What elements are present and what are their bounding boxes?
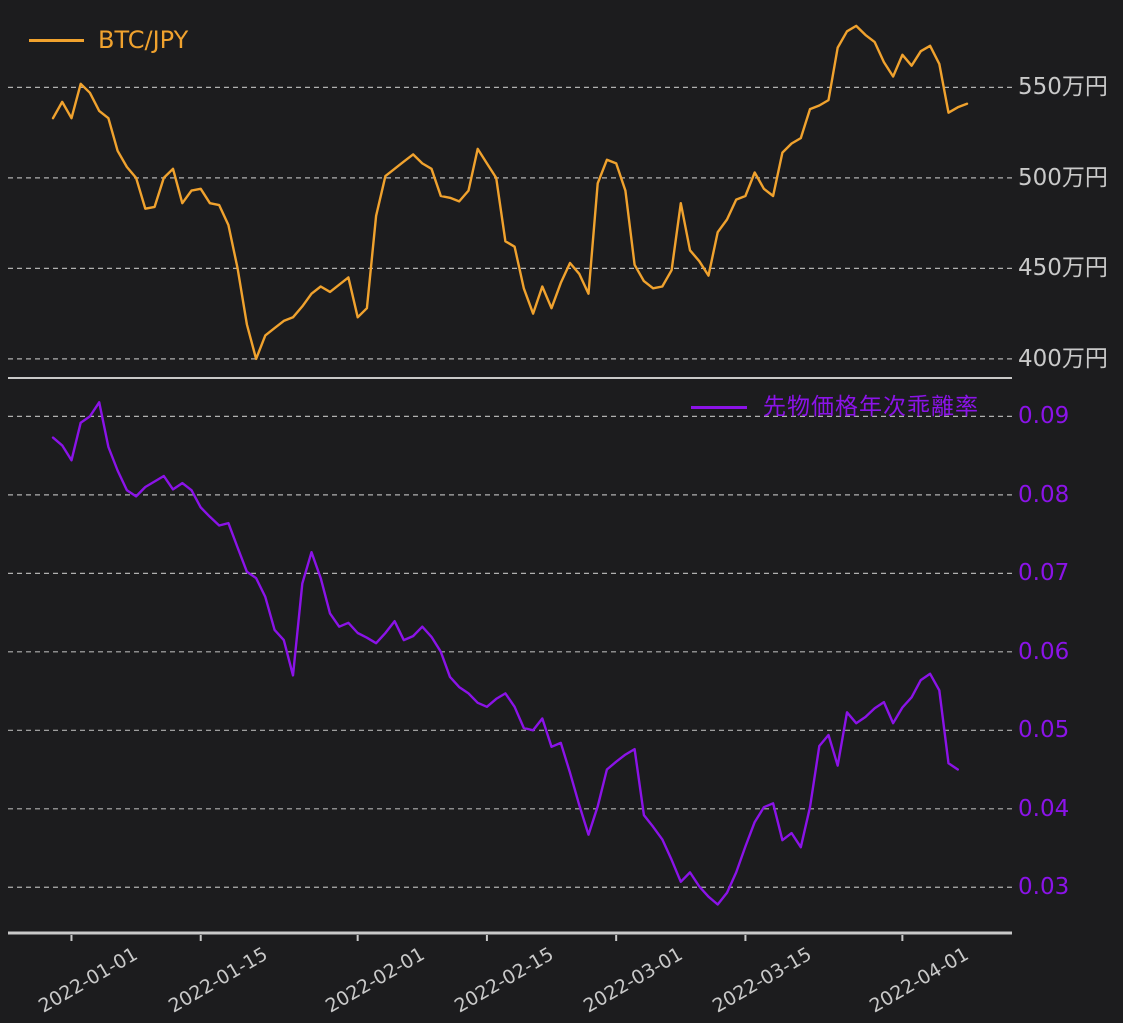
- btc-jpy-legend-line-icon: [29, 38, 84, 42]
- y-tick-label: 450万円: [1018, 255, 1108, 282]
- y-tick-label: 0.06: [1018, 638, 1070, 665]
- y-tick-label: 0.08: [1018, 481, 1070, 508]
- y-tick-label: 0.04: [1018, 795, 1070, 822]
- divergence-legend-line-icon: [691, 405, 747, 409]
- legend-btc-jpy: BTC/JPY: [29, 26, 188, 54]
- legend-divergence-rate: 先物価格年次乖離率: [691, 393, 979, 421]
- y-tick-label: 0.09: [1018, 403, 1070, 430]
- y-tick-label: 0.03: [1018, 874, 1070, 901]
- y-tick-label: 0.07: [1018, 560, 1070, 587]
- y-tick-label: 0.05: [1018, 717, 1070, 744]
- y-tick-label: 400万円: [1018, 345, 1108, 372]
- divergence-legend-label: 先物価格年次乖離率: [763, 394, 979, 420]
- y-tick-label: 500万円: [1018, 164, 1108, 191]
- btc-jpy-legend-label: BTC/JPY: [98, 26, 189, 54]
- y-tick-label: 550万円: [1018, 74, 1108, 101]
